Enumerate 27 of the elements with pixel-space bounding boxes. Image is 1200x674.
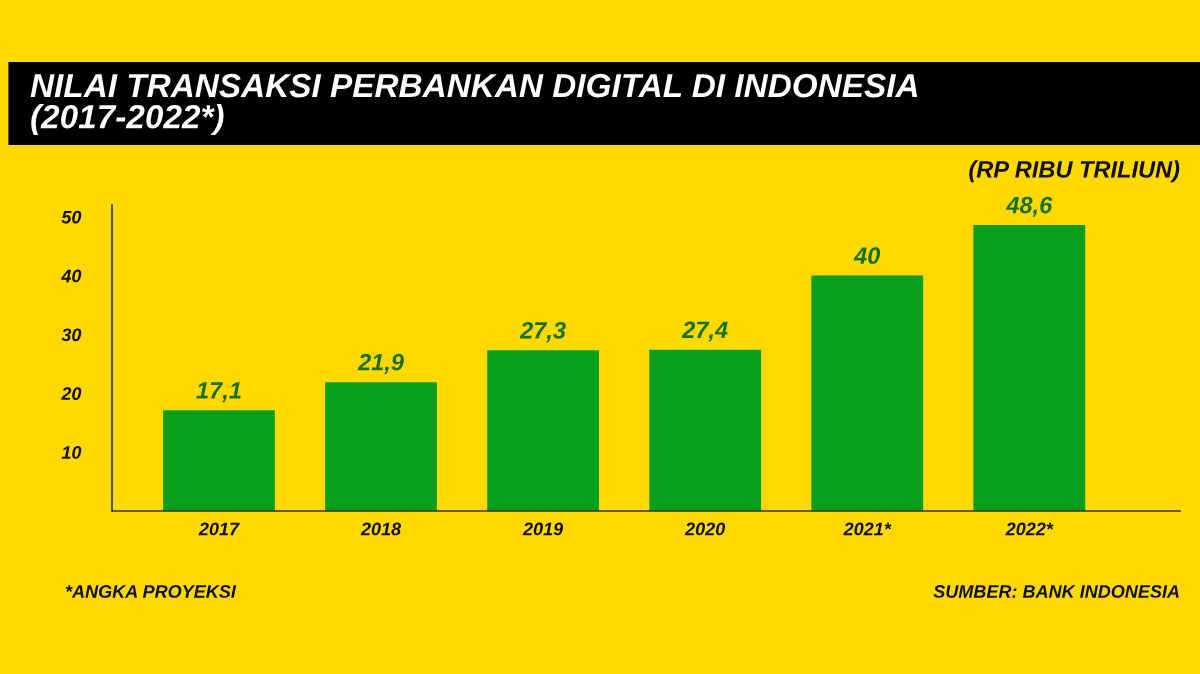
y-tick-label: 20 xyxy=(61,387,82,401)
y-tick-label: 30 xyxy=(61,328,82,342)
data-label: 27,3 xyxy=(519,322,566,343)
y-tick-label: 10 xyxy=(61,446,82,459)
bar xyxy=(163,410,275,511)
text: SUMBER: BANK INDONESIA xyxy=(933,585,1179,598)
x-tick-label: 2017 xyxy=(198,522,240,536)
bar xyxy=(649,349,762,511)
data-label: 40 xyxy=(853,247,881,264)
chart-title: NILAI TRANSAKSI PERBANKAN DIGITAL DI INDONESIA (2017-2022*) xyxy=(30,73,918,136)
data-label: 27,4 xyxy=(681,321,728,342)
data-label: 48,6 xyxy=(1005,196,1053,217)
x-tick-label: 2018 xyxy=(360,522,402,536)
text: *ANGKA PROYEKSI xyxy=(65,585,237,598)
bar xyxy=(973,225,1086,511)
x-tick-label: 2019 xyxy=(522,522,564,536)
y-axis-title: (RP RIBU TRILIUN) xyxy=(969,160,1180,183)
bar xyxy=(487,350,599,511)
x-tick-label: 2022* xyxy=(1005,522,1054,536)
bar xyxy=(325,382,437,511)
bar xyxy=(811,275,924,511)
data-label: 17,1 xyxy=(196,382,241,403)
y-tick-label: 40 xyxy=(61,269,82,283)
data-label: 21,9 xyxy=(357,353,404,374)
x-tick-label: 2020 xyxy=(684,522,726,536)
x-tick-label: 2021* xyxy=(843,522,892,536)
y-tick-label: 50 xyxy=(61,210,82,224)
